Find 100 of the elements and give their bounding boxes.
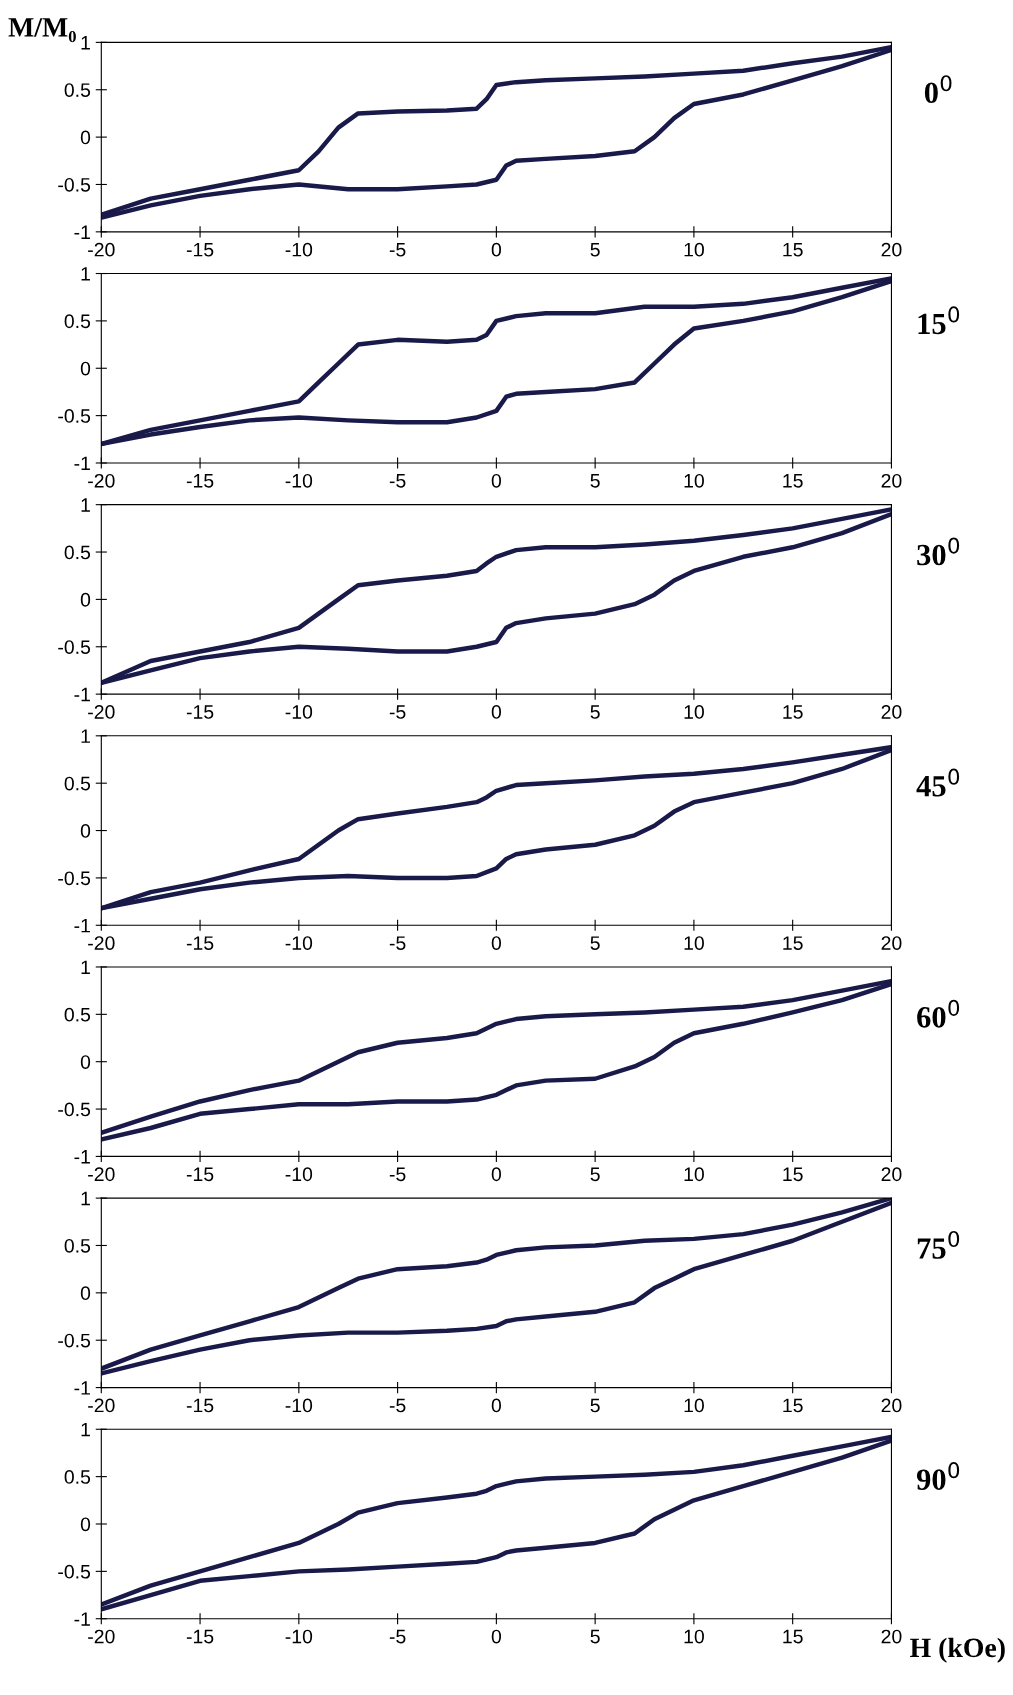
x-tick-label: 5 [590, 705, 600, 719]
y-tick-label: -1 [74, 1612, 90, 1626]
y-tick-label: 0.5 [64, 314, 91, 329]
x-tick-label: 20 [881, 1398, 902, 1413]
x-tick-label: 20 [881, 1629, 902, 1644]
x-tick-label: 20 [881, 936, 902, 950]
text: 30$^{0}$ [917, 537, 960, 566]
x-tick-label: -5 [389, 705, 406, 719]
x-tick-label: -5 [389, 936, 406, 950]
x-tick-label: -10 [285, 1167, 313, 1182]
x-tick-label: 20 [881, 473, 902, 488]
x-tick-label: -15 [186, 474, 214, 488]
text: 15$^{0}$ [918, 306, 960, 335]
y-tick-label: 0 [80, 1517, 91, 1532]
y-tick-label: 1 [81, 267, 90, 281]
y-tick-label: 1 [81, 729, 90, 743]
y-tick-label: -0.5 [58, 1333, 91, 1348]
x-tick-label: -15 [186, 242, 214, 257]
x-tick-label: -10 [285, 705, 313, 719]
x-axis-title: H (kOe) [910, 1637, 1005, 1663]
y-tick-label: -0.5 [58, 177, 91, 192]
y-tick-label: -1 [74, 1150, 90, 1164]
x-tick-label: -15 [186, 705, 214, 719]
x-tick-label: -5 [389, 1167, 406, 1182]
x-tick-label: 5 [590, 1167, 600, 1182]
x-tick-label: 10 [684, 1398, 704, 1413]
y-tick-label: -0.5 [58, 871, 91, 886]
y-tick-label: 1 [81, 36, 90, 50]
x-tick-label: 20 [881, 705, 902, 719]
x-tick-label: 15 [783, 1629, 803, 1644]
x-tick-label: 0 [491, 242, 502, 257]
x-tick-label: -10 [285, 1629, 313, 1644]
y-tick-label: -0.5 [58, 1564, 91, 1579]
y-tick-label: -1 [74, 918, 90, 933]
x-tick-label: 0 [491, 936, 502, 950]
y-tick-label: 0.5 [64, 1238, 91, 1253]
y-tick-label: 0 [80, 592, 91, 607]
x-tick-label: -20 [88, 1629, 115, 1644]
y-axis-title: M/M₀ [8, 18, 76, 43]
x-tick-label: 0 [491, 1398, 502, 1413]
text: 90$^{0}$ [916, 1462, 960, 1490]
y-tick-label: 0.5 [64, 1007, 91, 1022]
x-tick-label: 10 [684, 242, 704, 257]
x-tick-label: 5 [590, 474, 600, 488]
y-tick-label: 0.5 [64, 83, 91, 97]
y-tick-label: 1 [81, 1422, 90, 1437]
x-tick-label: 5 [590, 1398, 600, 1413]
text: 0$^{0}$ [924, 75, 952, 104]
x-tick-label: 5 [590, 936, 600, 950]
text: 45$^{0}$ [916, 768, 960, 797]
x-tick-label: -5 [389, 242, 406, 257]
y-tick-label: -1 [74, 687, 90, 702]
x-tick-label: -20 [88, 242, 115, 257]
y-tick-label: 0 [80, 1286, 91, 1301]
x-tick-label: -5 [389, 1398, 406, 1413]
text: 60$^{0}$ [917, 999, 960, 1028]
y-tick-label: 1 [81, 960, 90, 975]
x-tick-label: 0 [491, 705, 502, 719]
y-tick-label: 0 [80, 1055, 91, 1069]
y-tick-label: 0 [80, 824, 91, 838]
x-tick-label: 20 [881, 242, 902, 257]
x-tick-label: -15 [186, 1167, 214, 1182]
x-tick-label: 20 [881, 1167, 902, 1182]
x-tick-label: 10 [684, 705, 704, 719]
y-tick-label: -0.5 [58, 640, 91, 655]
x-tick-label: -10 [285, 1398, 313, 1413]
x-tick-label: -15 [186, 1398, 214, 1413]
x-tick-label: 0 [491, 473, 502, 488]
y-tick-label: 0.5 [64, 1470, 91, 1484]
x-tick-label: -15 [186, 1629, 214, 1644]
x-tick-label: -10 [285, 242, 313, 257]
y-tick-label: 1 [81, 1191, 90, 1206]
x-tick-label: 15 [783, 1398, 803, 1413]
y-tick-label: 0 [80, 130, 91, 145]
x-tick-label: 10 [684, 1629, 704, 1644]
y-tick-label: 1 [81, 498, 90, 512]
y-tick-label: -0.5 [58, 409, 91, 423]
y-tick-label: 0.5 [64, 776, 91, 791]
x-tick-label: 15 [783, 936, 803, 950]
x-tick-label: 15 [783, 1167, 803, 1182]
y-tick-label: -1 [74, 225, 90, 239]
y-tick-label: 0.5 [64, 545, 91, 560]
x-tick-label: 10 [684, 473, 704, 488]
x-tick-label: 5 [590, 242, 600, 257]
text: 75$^{0}$ [917, 1230, 960, 1259]
x-tick-label: 15 [783, 474, 803, 488]
y-tick-label: 0 [80, 361, 91, 376]
x-tick-label: -15 [186, 936, 214, 950]
x-tick-label: -10 [285, 936, 313, 950]
x-tick-label: -20 [88, 473, 115, 488]
x-tick-label: 0 [491, 1629, 502, 1644]
x-tick-label: 10 [684, 1167, 704, 1182]
x-tick-label: 10 [684, 936, 704, 950]
x-tick-label: 0 [491, 1167, 502, 1182]
y-tick-label: -1 [74, 456, 90, 471]
x-tick-label: -20 [88, 936, 115, 950]
x-tick-label: 5 [590, 1629, 600, 1644]
x-tick-label: -10 [285, 473, 313, 488]
x-tick-label: -5 [389, 1629, 406, 1644]
x-tick-label: -20 [88, 1398, 115, 1413]
